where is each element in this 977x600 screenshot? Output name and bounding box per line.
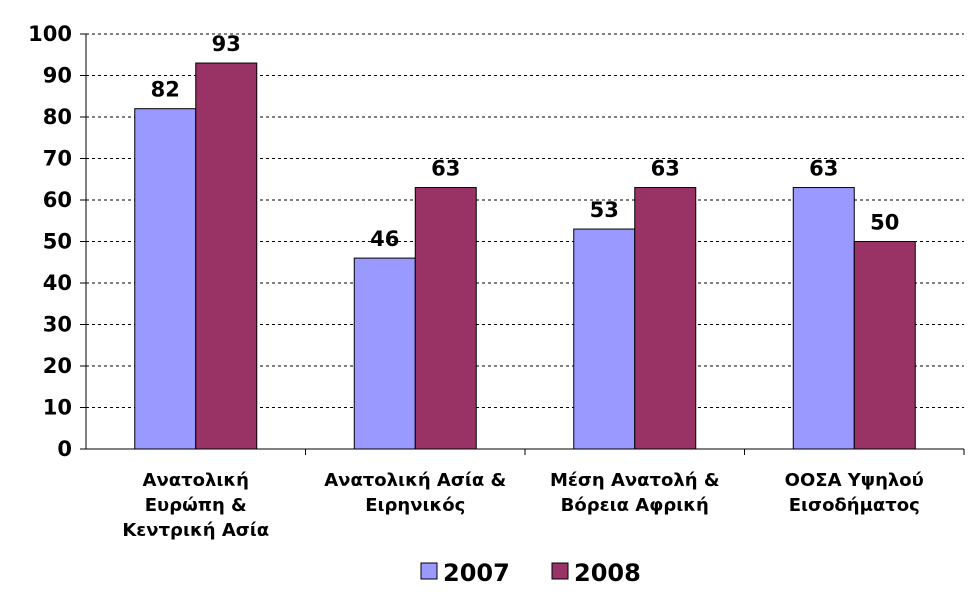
x-tick-label: Βόρεια Αφρική <box>561 495 709 516</box>
data-label: 63 <box>431 157 460 181</box>
data-label: 53 <box>590 198 619 222</box>
x-tick-label: Μέση Ανατολή & <box>550 470 720 491</box>
legend-label: 2008 <box>574 559 641 587</box>
x-tick-label: Ανατολική <box>143 470 249 491</box>
x-tick-label: Κεντρική Ασία <box>122 520 269 541</box>
y-tick-label: 90 <box>43 64 72 88</box>
legend-label: 2007 <box>443 559 510 587</box>
bar-2008-2 <box>414 187 477 450</box>
y-tick-label: 50 <box>43 230 72 254</box>
bar-2007-3 <box>573 228 636 450</box>
y-tick-label: 0 <box>57 437 72 461</box>
x-tick-label: Ευρώπη & <box>145 495 247 516</box>
legend-swatch-2008 <box>551 562 569 580</box>
data-labels: 82 93 46 63 53 63 63 50 <box>151 32 900 251</box>
y-axis: 0 10 20 30 40 50 60 70 80 90 100 <box>28 22 87 461</box>
y-tick-label: 30 <box>43 313 72 337</box>
data-label: 63 <box>809 157 838 181</box>
y-tick-label: 20 <box>43 354 72 378</box>
x-tick-label: Εισοδήματος <box>789 495 920 516</box>
bar-2008-4 <box>853 241 916 450</box>
data-label: 50 <box>870 211 899 235</box>
legend-swatch-2007 <box>420 562 438 580</box>
x-tick-label: Ανατολική Ασία & <box>324 470 506 491</box>
data-label: 82 <box>151 78 180 102</box>
data-label: 93 <box>212 32 241 56</box>
x-axis: Ανατολική Ευρώπη & Κεντρική Ασία Ανατολική … <box>86 448 965 541</box>
bar-2007-4 <box>792 187 855 450</box>
bar-2008-1 <box>195 62 258 450</box>
y-tick-label: 40 <box>43 271 72 295</box>
x-tick-label: ΟΟΣΑ Υψηλού <box>785 470 924 491</box>
data-label: 46 <box>370 227 399 251</box>
x-tick-label: Ειρηνικός <box>365 495 465 516</box>
bar-2007-2 <box>353 257 416 450</box>
y-tick-label: 100 <box>28 22 72 46</box>
y-tick-label: 70 <box>43 147 72 171</box>
bar-2008-3 <box>634 187 697 450</box>
data-label: 63 <box>651 157 680 181</box>
y-tick-label: 60 <box>43 188 72 212</box>
bars <box>134 62 916 450</box>
bar-2007-1 <box>134 108 197 450</box>
legend: 2007 2008 <box>420 559 641 587</box>
y-tick-label: 80 <box>43 105 72 129</box>
y-tick-label: 10 <box>43 396 72 420</box>
